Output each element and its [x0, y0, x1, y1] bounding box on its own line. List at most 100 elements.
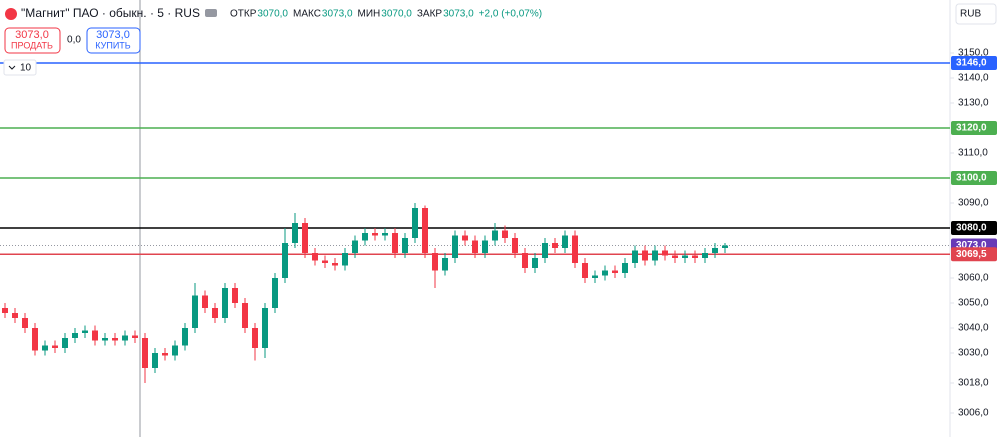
change: +2,0 (+0,07%) [479, 9, 542, 20]
y-tick-label: 3040,0 [958, 323, 989, 334]
candle-body [102, 338, 108, 341]
candle-body [152, 353, 158, 368]
candle-body [222, 288, 228, 318]
candle-body [522, 253, 528, 268]
candle-body [242, 303, 248, 328]
candle-body [272, 278, 278, 308]
candle-body [252, 328, 258, 348]
candle-body [422, 208, 428, 253]
candle-body [402, 238, 408, 253]
candle-body [612, 270, 618, 273]
price-badge-label: 3080,0 [956, 223, 987, 234]
candle-body [692, 255, 698, 258]
candle-body [462, 235, 468, 241]
candle-body [662, 250, 668, 256]
candle-body [92, 330, 98, 341]
candle-body [442, 258, 448, 271]
logo [5, 8, 17, 20]
y-tick-label: 3130,0 [958, 98, 989, 109]
y-tick-label: 3090,0 [958, 198, 989, 209]
candle-body [492, 230, 498, 241]
price-badge [951, 247, 997, 262]
ohlc-value: 3070,0 [257, 9, 288, 20]
candle-body [472, 240, 478, 253]
candle-body [172, 345, 178, 356]
price-badge-label: 3069,5 [956, 249, 987, 260]
candle-body [202, 295, 208, 308]
indicators-toggle[interactable] [3, 59, 37, 76]
candle-body [302, 223, 308, 253]
y-tick-label: 3110,0 [958, 148, 988, 159]
candle-body [352, 240, 358, 253]
price-badge-label: 3146,0 [956, 58, 987, 69]
candle-body [432, 253, 438, 271]
candle-body [62, 338, 68, 348]
sell-price[interactable]: 3073,0 [15, 29, 49, 41]
title: "Магнит" ПАО · обыкн. · 5 · RUS [21, 6, 200, 20]
candle-body [672, 255, 678, 258]
candle-body [552, 243, 558, 248]
candle-body [22, 318, 28, 328]
candle-body [182, 328, 188, 346]
candle-body [702, 253, 708, 258]
candle-body [192, 295, 198, 328]
sell-button[interactable] [4, 27, 61, 54]
candle-body [382, 233, 388, 236]
buy-button[interactable] [86, 27, 141, 54]
candle-body [502, 230, 508, 238]
ohlc-value: 3073,0 [322, 9, 353, 20]
candle-body [542, 243, 548, 258]
buy-price[interactable]: 3073,0 [96, 29, 130, 41]
candle-body [282, 243, 288, 278]
candle-body [12, 313, 18, 318]
candle-body [2, 308, 8, 313]
price-badge-label: 3100,0 [956, 173, 987, 184]
candle-body [82, 330, 88, 333]
price-badge [951, 221, 997, 235]
candle-body [112, 338, 118, 341]
candle-body [482, 240, 488, 253]
candle-body [372, 233, 378, 236]
candle-body [452, 235, 458, 258]
candle-body [332, 263, 338, 266]
y-tick-label: 3030,0 [958, 348, 989, 359]
ohlc-value: 3070,0 [381, 9, 412, 20]
sell-label[interactable]: ПРОДАТЬ [11, 40, 53, 50]
ohlc-label: ЗАКР [417, 9, 443, 20]
candle-body [412, 208, 418, 238]
candle-body [602, 270, 608, 276]
buy-label[interactable]: КУПИТЬ [95, 40, 130, 50]
candle-body [322, 260, 328, 263]
candle-body [142, 338, 148, 368]
candle-body [52, 345, 58, 348]
candle-body [362, 233, 368, 241]
candle-body [162, 353, 168, 356]
candle-body [622, 263, 628, 273]
candle-body [592, 275, 598, 278]
y-tick-label: 3018,0 [958, 378, 989, 389]
currency[interactable]: RUB [960, 9, 981, 20]
candle-body [32, 328, 38, 351]
candle-body [312, 253, 318, 261]
ohlc-label: МИН [358, 9, 381, 20]
candle-body [562, 235, 568, 248]
price-badge-label: 3073,0 [956, 240, 987, 251]
candle-body [512, 238, 518, 253]
candle-body [292, 223, 298, 243]
spread: 0,0 [67, 35, 81, 46]
ohlc-label: МАКС [293, 9, 321, 20]
currency-box[interactable] [955, 3, 997, 25]
indicators-count[interactable]: 10 [20, 63, 32, 74]
y-tick-label: 3150,0 [958, 48, 989, 59]
candle-body [682, 255, 688, 258]
candle-body [652, 250, 658, 261]
candle-body [632, 250, 638, 263]
price-badge [951, 121, 997, 135]
candle-body [72, 333, 78, 338]
candle-body [132, 335, 138, 338]
candle-body [342, 253, 348, 266]
eye-icon[interactable] [205, 9, 217, 17]
candle-body [262, 308, 268, 348]
candle-body [392, 233, 398, 253]
price-badge [951, 56, 997, 70]
